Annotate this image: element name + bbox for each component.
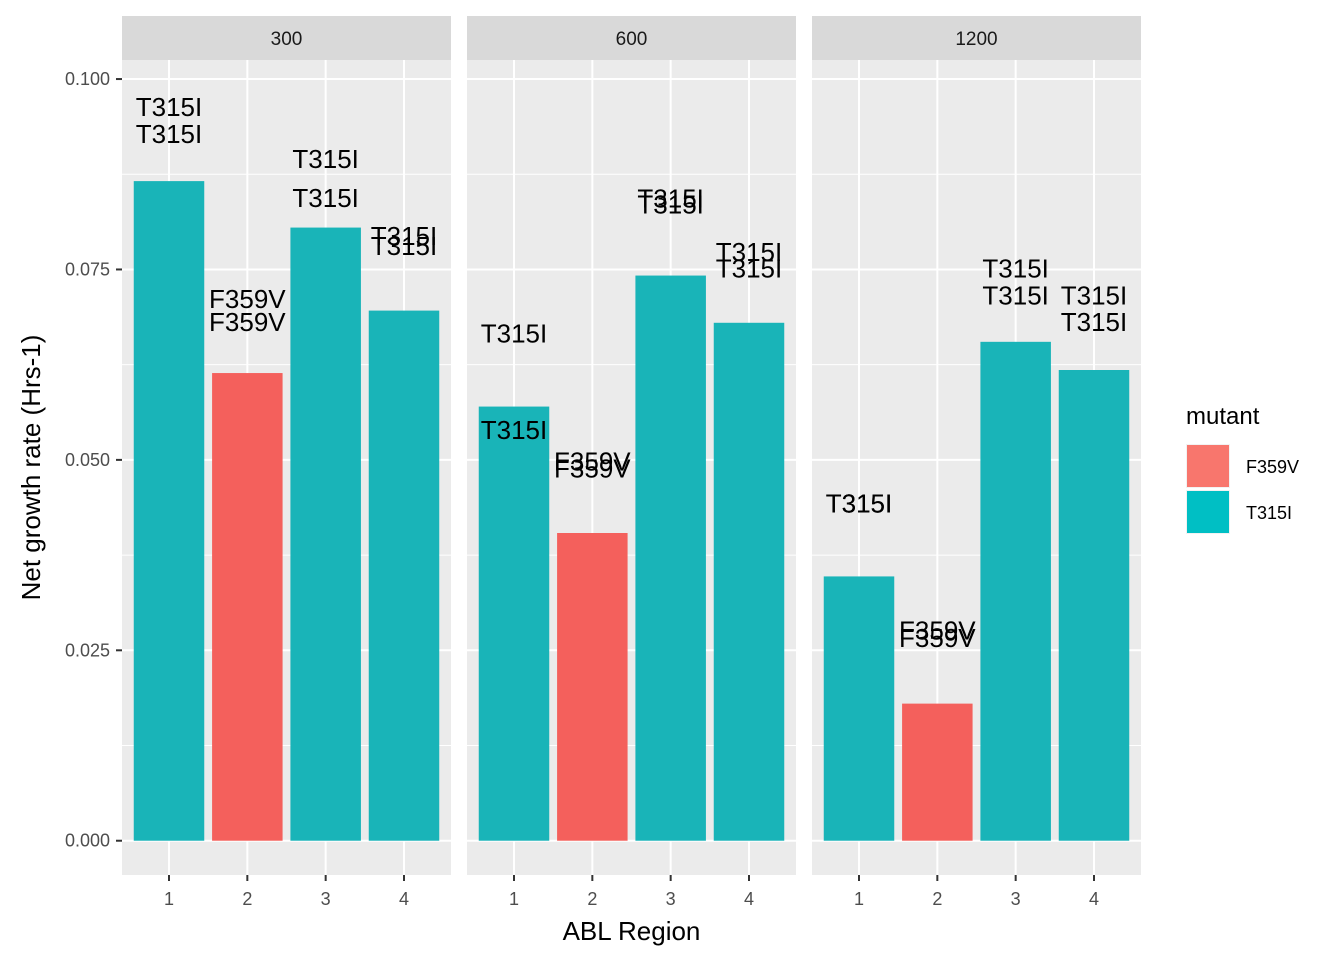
x-tick-label: 1 <box>164 889 174 909</box>
bar-annotation: T315I <box>982 254 1049 284</box>
facet-strip <box>467 16 796 60</box>
bar-annotation: T315I <box>1061 307 1128 337</box>
legend-key-t315i <box>1187 491 1229 533</box>
x-tick-label: 2 <box>587 889 597 909</box>
bar-annotation: T315I <box>371 231 438 261</box>
facet-strip-label: 1200 <box>955 29 997 50</box>
x-tick-label: 4 <box>399 889 409 909</box>
facet-strip-label: 300 <box>271 29 303 50</box>
legend-label: F359V <box>1246 457 1299 477</box>
facet-strip <box>122 16 451 60</box>
x-tick-label: 1 <box>509 889 519 909</box>
x-tick-label: 3 <box>666 889 676 909</box>
y-tick-label: 0.000 <box>65 831 110 851</box>
bar-annotation: F359V <box>554 446 631 476</box>
bar-t315i <box>478 406 550 841</box>
bar-t315i <box>713 322 785 841</box>
y-tick-label: 0.100 <box>65 69 110 89</box>
bar-annotation: F359V <box>209 307 286 337</box>
bar-annotation: F359V <box>554 453 631 483</box>
bar-annotation: T315I <box>637 190 704 220</box>
facet-strip <box>812 16 1141 60</box>
bar-t315i <box>635 275 706 841</box>
y-tick-label: 0.050 <box>65 450 110 470</box>
legend-label: T315I <box>1246 503 1292 523</box>
x-tick-label: 3 <box>1011 889 1021 909</box>
bar-t315i <box>290 227 361 841</box>
bar-t315i <box>823 576 895 841</box>
bar-f359v <box>902 703 973 841</box>
bar-annotation: T315I <box>982 280 1049 310</box>
bar-annotation: T315I <box>136 119 203 149</box>
bar-annotation: T315I <box>716 237 783 267</box>
bar-annotation: T315I <box>481 318 548 348</box>
bar-annotation: T315I <box>826 488 893 518</box>
bar-annotation: F359V <box>899 623 976 653</box>
x-tick-label: 4 <box>744 889 754 909</box>
legend-key-f359v <box>1187 445 1229 487</box>
bar-annotation: T315I <box>716 254 783 284</box>
x-tick-label: 2 <box>932 889 942 909</box>
y-tick-label: 0.075 <box>65 259 110 279</box>
x-tick-label: 4 <box>1089 889 1099 909</box>
y-axis-title: Net growth rate (Hrs-1) <box>16 335 46 601</box>
x-tick-label: 1 <box>854 889 864 909</box>
bar-t315i <box>1058 370 1130 841</box>
bar-annotation: T315I <box>637 184 704 214</box>
legend-title: mutant <box>1186 403 1260 430</box>
bar-t315i <box>980 341 1051 841</box>
y-tick-label: 0.025 <box>65 640 110 660</box>
bar-annotation: T315I <box>292 144 359 174</box>
x-tick-label: 3 <box>321 889 331 909</box>
x-tick-label: 2 <box>242 889 252 909</box>
bar-annotation: F359V <box>899 616 976 646</box>
bar-f359v <box>212 373 283 841</box>
bar-t315i <box>133 181 205 841</box>
bar-f359v <box>557 533 628 841</box>
facet-strip-label: 600 <box>616 29 648 50</box>
bar-annotation: T315I <box>371 221 438 251</box>
bar-annotation: T315I <box>292 183 359 213</box>
bar-annotation: T315I <box>481 415 548 445</box>
bar-t315i <box>368 310 440 841</box>
bar-annotation: F359V <box>209 284 286 314</box>
bar-annotation: T315I <box>1061 280 1128 310</box>
bar-annotation: T315I <box>136 92 203 122</box>
x-axis-title: ABL Region <box>563 916 701 946</box>
bar-annotation: T315I <box>826 488 893 518</box>
